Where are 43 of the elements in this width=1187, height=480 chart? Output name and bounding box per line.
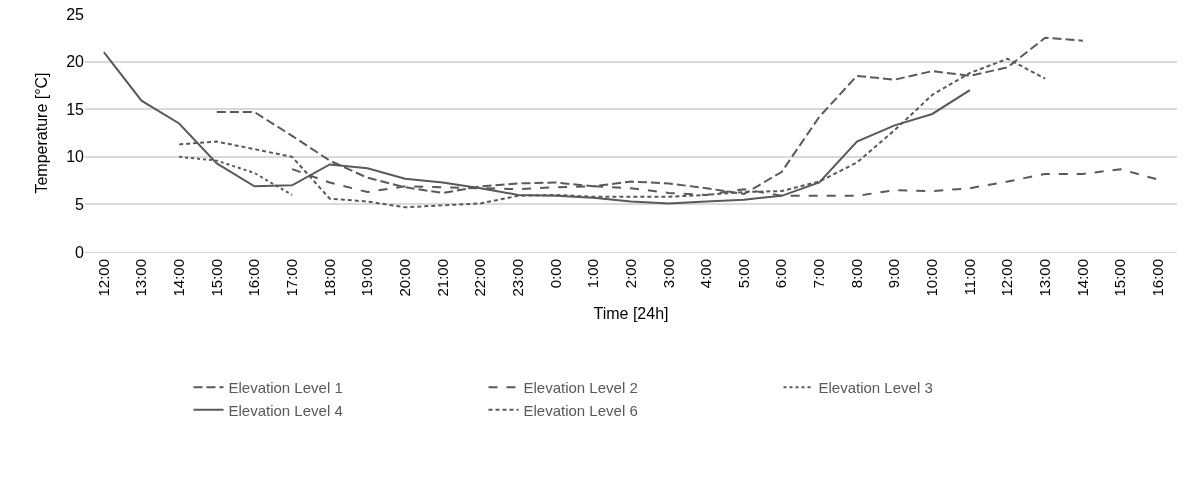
x-tick-label: 13:00 [132,259,150,297]
y-tick-label: 20 [66,53,85,71]
x-tick-label: 20:00 [395,259,413,297]
x-tick-label: 18:00 [320,259,338,297]
x-tick-label: 16:00 [245,259,263,297]
legend-label: Elevation Level 3 [818,379,933,397]
x-tick-label: 5:00 [734,259,752,289]
x-tick-label: 17:00 [282,259,300,297]
x-tick-label: 9:00 [885,259,903,289]
x-tick-label: 15:00 [1111,259,1129,297]
x-tick-label: 14:00 [1073,259,1091,297]
x-tick-label: 12:00 [998,259,1016,297]
x-tick-label: 1:00 [584,259,602,289]
x-tick-label: 22:00 [471,259,489,297]
legend-label: Elevation Level 2 [523,379,638,397]
y-tick-label: 10 [66,148,85,166]
x-axis-title: Time [24h] [593,305,669,323]
x-tick-label: 16:00 [1149,259,1167,297]
line-series [178,155,294,196]
y-tick-label: 5 [75,196,85,213]
y-axis-title: Temperature [°C] [33,72,51,194]
x-tick-label: 10:00 [923,259,941,297]
x-tick-label: 7:00 [810,259,828,289]
x-tick-label: 0:00 [546,259,564,289]
legend-label: Elevation Level 4 [228,401,343,419]
x-tick-label: 6:00 [772,259,790,289]
y-tick-label: 0 [75,243,85,261]
x-tick-label: 21:00 [433,259,451,297]
x-tick-label: 23:00 [508,259,526,297]
x-tick-label: 3:00 [659,259,677,289]
x-tick-label: 2:00 [621,259,639,289]
y-tick-label: 25 [66,5,85,23]
legend-label: Elevation Level 6 [523,401,638,419]
x-tick-label: 12:00 [94,259,112,297]
legend-label: Elevation Level 1 [228,379,343,397]
y-tick-label: 15 [66,100,85,118]
x-tick-label: 14:00 [170,259,188,297]
x-tick-label: 13:00 [1036,259,1054,297]
x-tick-label: 15:00 [207,259,225,297]
x-tick-label: 11:00 [960,259,978,296]
x-tick-label: 8:00 [847,259,865,289]
x-tick-label: 4:00 [697,259,715,289]
x-tick-label: 19:00 [358,259,376,297]
